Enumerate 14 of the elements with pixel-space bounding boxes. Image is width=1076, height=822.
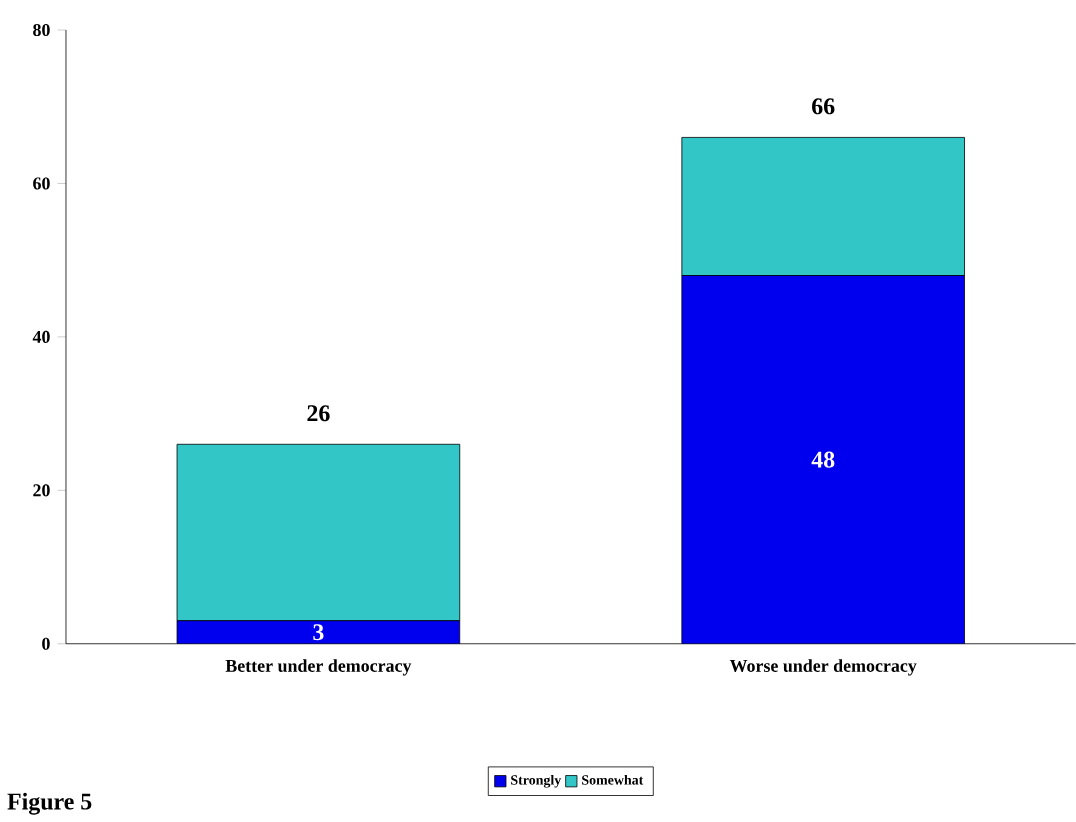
y-tick-label: 60 [33,177,50,190]
y-tick-label: 0 [42,637,50,650]
x-tick-label: Worse under democracy [729,659,917,676]
bar [177,620,460,644]
data-label: 48 [811,451,835,468]
total-label: 26 [307,405,330,422]
y-tick-label: 80 [33,24,50,37]
data-label: 3 [313,624,324,641]
caption: Figure 5 [7,792,92,815]
total-label: 66 [812,98,835,115]
y-tick-label: 20 [33,484,50,497]
x-tick-label: Better under democracy [225,659,412,676]
y-tick-label: 40 [32,330,50,344]
bar [681,275,965,644]
